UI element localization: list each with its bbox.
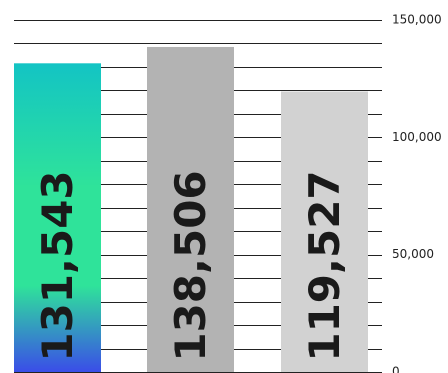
bar-value-label: 138,506: [166, 170, 215, 361]
bar-value-label: 131,543: [33, 170, 82, 361]
data-labels: 131,543 138,506 119,527: [33, 170, 349, 361]
y-tick-label: 100,000: [392, 130, 442, 144]
y-tick-label: 0: [392, 365, 400, 373]
bar-2: [147, 46, 234, 372]
y-axis-ticks: 0 50,000 100,000 150,000: [392, 13, 442, 373]
bar-1: [14, 63, 101, 372]
bar-value-label: 119,527: [300, 170, 349, 361]
y-tick-label: 50,000: [392, 247, 434, 261]
bar-3: [281, 91, 368, 372]
y-tick-label: 150,000: [392, 13, 442, 27]
bars: [14, 46, 368, 372]
